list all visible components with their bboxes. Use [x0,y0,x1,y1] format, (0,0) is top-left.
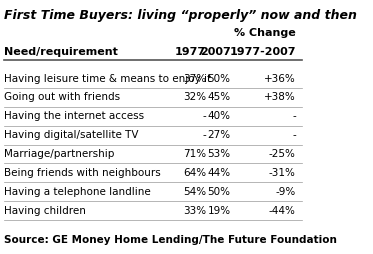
Text: Going out with friends: Going out with friends [4,92,120,102]
Text: Having leisure time & means to enjoy it: Having leisure time & means to enjoy it [4,74,211,84]
Text: 33%: 33% [183,205,206,216]
Text: 53%: 53% [207,149,231,159]
Text: 1977-2007: 1977-2007 [229,47,296,57]
Text: 37%: 37% [183,74,206,84]
Text: 50%: 50% [207,74,231,84]
Text: -: - [203,111,206,121]
Text: 19%: 19% [207,205,231,216]
Text: 27%: 27% [207,130,231,140]
Text: Having the internet access: Having the internet access [4,111,145,121]
Text: 32%: 32% [183,92,206,102]
Text: +36%: +36% [264,74,296,84]
Text: Need/requirement: Need/requirement [4,47,118,57]
Text: 45%: 45% [207,92,231,102]
Text: 40%: 40% [207,111,231,121]
Text: -44%: -44% [269,205,296,216]
Text: 44%: 44% [207,168,231,178]
Text: Having a telephone landline: Having a telephone landline [4,187,151,197]
Text: Source: GE Money Home Lending/The Future Foundation: Source: GE Money Home Lending/The Future… [4,235,337,245]
Text: Having digital/satellite TV: Having digital/satellite TV [4,130,139,140]
Text: First Time Buyers: living “properly” now and then: First Time Buyers: living “properly” now… [4,9,357,22]
Text: 54%: 54% [183,187,206,197]
Text: % Change: % Change [234,28,296,38]
Text: Being friends with neighbours: Being friends with neighbours [4,168,161,178]
Text: -9%: -9% [276,187,296,197]
Text: -: - [292,130,296,140]
Text: -31%: -31% [269,168,296,178]
Text: -: - [292,111,296,121]
Text: 2007: 2007 [200,47,231,57]
Text: 1977: 1977 [175,47,206,57]
Text: 64%: 64% [183,168,206,178]
Text: -25%: -25% [269,149,296,159]
Text: Marriage/partnership: Marriage/partnership [4,149,115,159]
Text: +38%: +38% [264,92,296,102]
Text: 71%: 71% [183,149,206,159]
Text: Having children: Having children [4,205,86,216]
Text: 50%: 50% [207,187,231,197]
Text: -: - [203,130,206,140]
